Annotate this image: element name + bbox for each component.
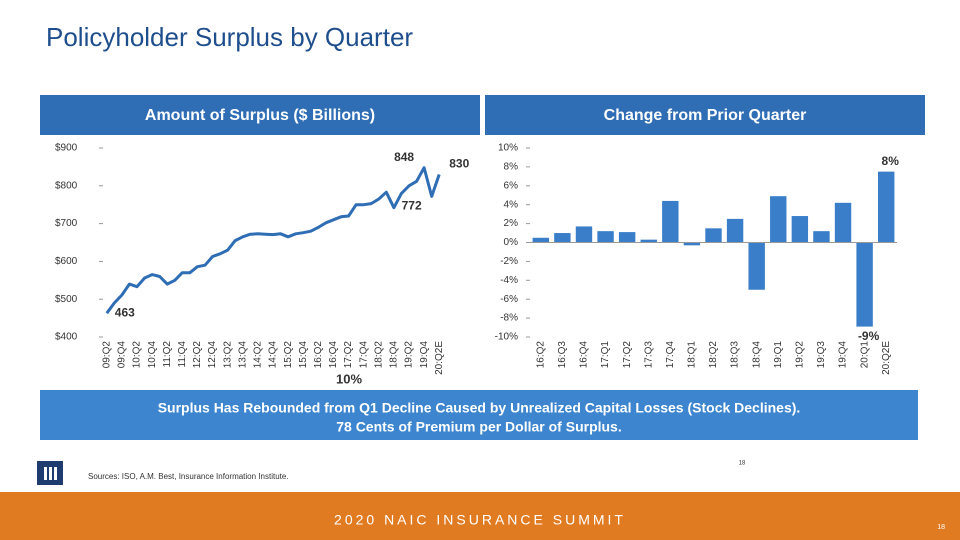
x-tick-label: 18:Q2 xyxy=(373,341,384,369)
left-header xyxy=(40,95,480,135)
x-tick-label: 13:Q4 xyxy=(237,341,248,369)
x-tick-label: 12:Q2 xyxy=(192,341,203,369)
x-tick-label: 20:Q2E xyxy=(881,341,892,375)
x-tick-label: 15:Q2 xyxy=(283,341,294,369)
x-tick-label: 17:Q1 xyxy=(600,341,611,369)
bar xyxy=(834,202,852,243)
banner-line: Surplus Has Rebounded from Q1 Decline Ca… xyxy=(158,400,801,416)
y-tick-label: 10% xyxy=(498,143,518,154)
x-tick-label: 16:Q2 xyxy=(535,341,546,369)
footer-bar xyxy=(0,492,960,540)
bar xyxy=(878,171,895,243)
x-tick-label: 18:Q4 xyxy=(751,341,762,369)
x-tick-label: 18:Q1 xyxy=(687,341,698,369)
x-tick-label: 17:Q2 xyxy=(622,341,633,369)
x-tick-label: 19:Q2 xyxy=(404,341,415,369)
x-tick-label: 10:Q4 xyxy=(147,341,158,369)
x-tick-label: 20:Q2E xyxy=(434,341,445,375)
x-tick-label: 20:Q1 xyxy=(859,341,870,369)
x-tick-label: 19:Q4 xyxy=(419,341,430,369)
x-tick-label: 15:Q4 xyxy=(298,341,309,369)
page-number: 18 xyxy=(937,524,945,531)
footer: 2020 NAIC INSURANCE SUMMIT xyxy=(334,512,626,528)
sources: Sources: ISO, A.M. Best, Insurance Infor… xyxy=(88,472,289,481)
x-tick-label: 10:Q2 xyxy=(132,341,143,369)
x-tick-label: 18:Q2 xyxy=(708,341,719,369)
slide-title: Policyholder Surplus by Quarter xyxy=(46,22,413,52)
y-tick-label: 8% xyxy=(504,162,519,173)
y-tick-label: $600 xyxy=(55,256,78,267)
y-tick-label: $800 xyxy=(55,180,78,191)
right-header xyxy=(485,95,925,135)
x-tick-label: 16:Q4 xyxy=(328,341,339,369)
y-tick-label: 0% xyxy=(504,237,519,248)
banner xyxy=(40,390,918,440)
bar xyxy=(726,218,744,243)
bar xyxy=(575,226,593,243)
x-tick-label: 18:Q4 xyxy=(389,341,400,369)
data-label: 463 xyxy=(115,305,135,319)
x-tick-label: 12:Q4 xyxy=(207,341,218,369)
bar xyxy=(640,239,657,243)
data-label: -9% xyxy=(858,329,880,343)
y-tick-label: 2% xyxy=(504,218,519,229)
x-tick-label: 19:Q4 xyxy=(838,341,849,369)
overlay-label: 10% xyxy=(336,371,362,386)
data-label: 772 xyxy=(402,199,422,213)
x-tick-label: 16:Q4 xyxy=(579,341,590,369)
bar xyxy=(770,196,787,243)
y-tick-label: -8% xyxy=(500,313,518,324)
bar xyxy=(705,228,722,243)
y-tick-label: 4% xyxy=(504,199,519,210)
x-tick-label: 09:Q2 xyxy=(101,341,112,369)
x-tick-label: 17:Q4 xyxy=(358,341,369,369)
y-tick-label: $700 xyxy=(55,218,78,229)
bar xyxy=(532,237,549,243)
x-tick-label: 18:Q3 xyxy=(730,341,741,369)
data-label: 830 xyxy=(449,157,469,171)
logo xyxy=(37,461,63,485)
x-tick-label: 16:Q3 xyxy=(557,341,568,369)
y-tick-label: -2% xyxy=(500,256,518,267)
bar xyxy=(856,242,873,327)
x-tick-label: 17:Q2 xyxy=(343,341,354,369)
x-tick-label: 19:Q2 xyxy=(794,341,805,369)
bar xyxy=(554,233,571,243)
line xyxy=(105,166,441,315)
x-tick-label: 19:Q3 xyxy=(816,341,827,369)
x-tick-label: 11:Q2 xyxy=(162,341,173,368)
x-tick-label: 09:Q4 xyxy=(117,341,128,369)
y-tick-label: $400 xyxy=(55,332,78,343)
x-tick-label: 13:Q2 xyxy=(222,341,233,369)
data-label: 848 xyxy=(394,150,414,164)
x-tick-label: 16:Q2 xyxy=(313,341,324,369)
y-tick-label: -4% xyxy=(500,275,518,286)
bar xyxy=(791,216,809,243)
y-tick-label: 6% xyxy=(504,180,519,191)
y-tick-label: $500 xyxy=(55,294,78,305)
bar xyxy=(618,232,636,243)
x-tick-label: 14:Q4 xyxy=(268,341,279,369)
x-tick-label: 19:Q1 xyxy=(773,341,784,369)
y-tick-label: -10% xyxy=(495,332,518,343)
banner-line: 78 Cents of Premium per Dollar of Surplu… xyxy=(336,419,622,435)
left-chart-title: Amount of Surplus ($ Billions) xyxy=(145,107,375,124)
data-label: 8% xyxy=(882,154,900,168)
y-tick-label: $900 xyxy=(55,143,78,154)
x-tick-label: 14:Q2 xyxy=(253,341,264,369)
x-tick-label: 17:Q4 xyxy=(665,341,676,369)
bar xyxy=(597,231,614,243)
small-number: 18 xyxy=(739,461,746,467)
bar xyxy=(683,242,701,246)
x-tick-label: 17:Q3 xyxy=(643,341,654,369)
bar xyxy=(813,231,830,243)
x-tick-label: 11:Q4 xyxy=(177,341,188,368)
y-tick-label: -6% xyxy=(500,294,518,305)
bar xyxy=(748,242,765,290)
right-chart-title: Change from Prior Quarter xyxy=(604,107,807,124)
bar xyxy=(662,200,679,243)
